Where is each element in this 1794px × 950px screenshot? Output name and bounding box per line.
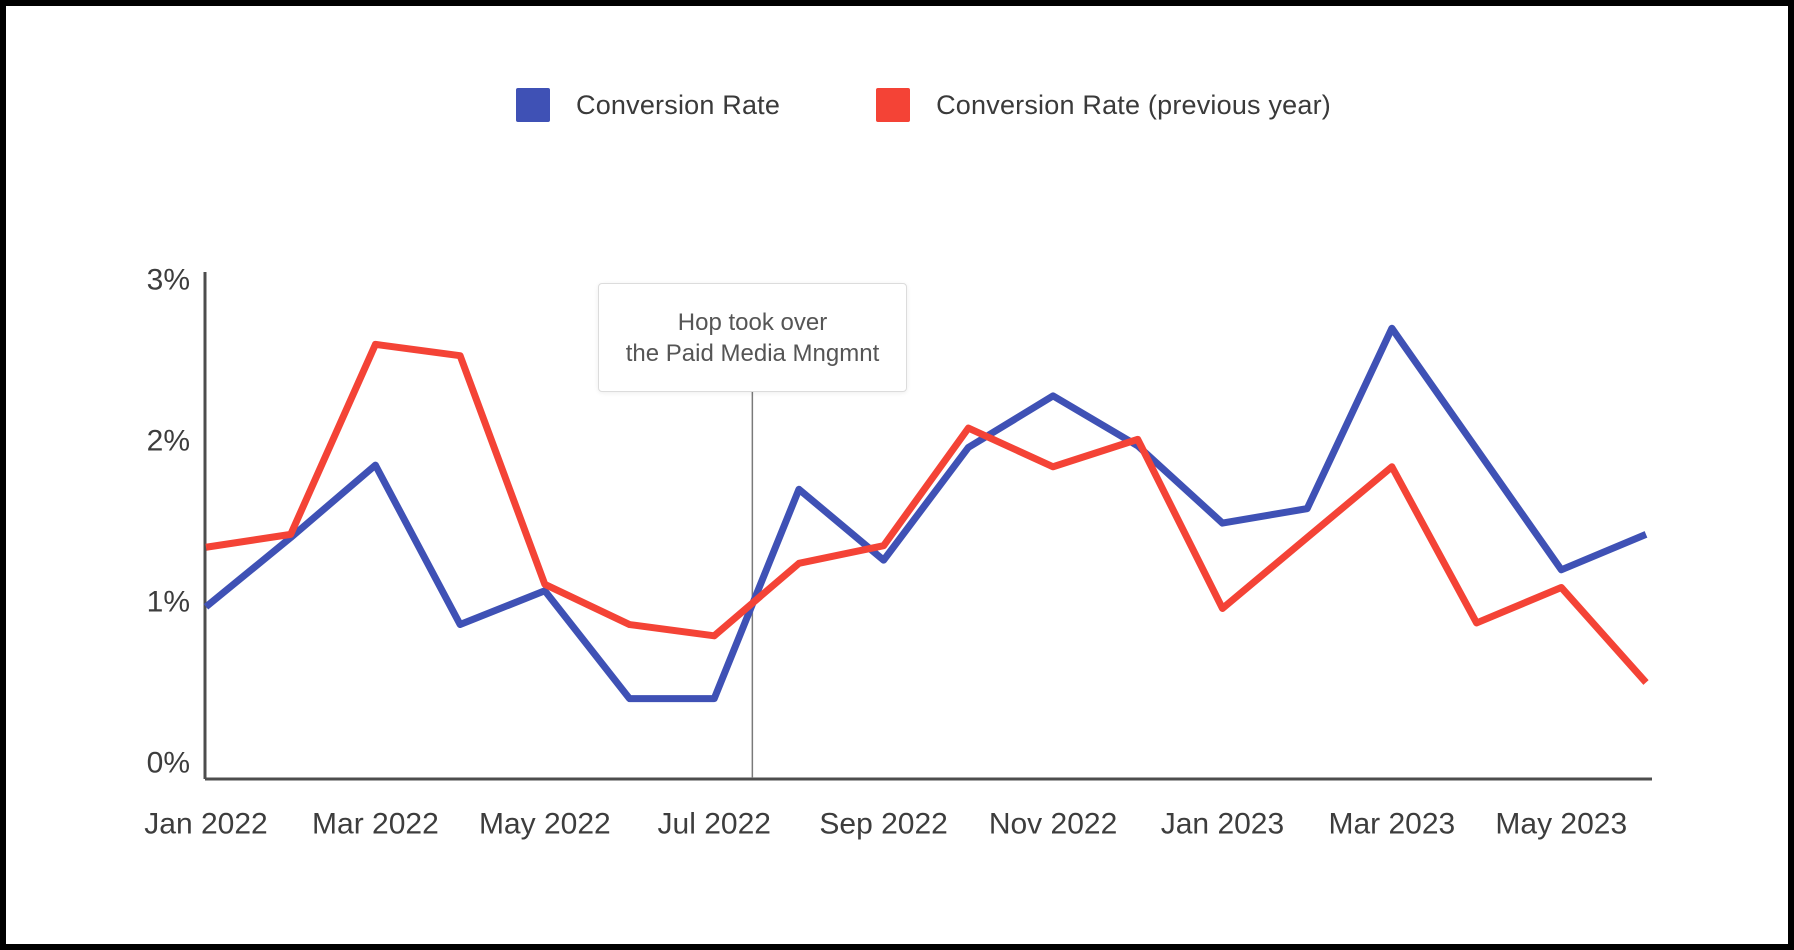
x-tick-label: May 2023 xyxy=(1495,808,1627,841)
y-tick-label: 3% xyxy=(147,264,190,297)
line-conversion-rate-previous-year[interactable] xyxy=(205,340,1649,685)
y-tick-label: 2% xyxy=(147,425,190,458)
legend: Conversion Rate Conversion Rate (previou… xyxy=(516,88,1331,122)
legend-item-conversion-rate-previous-year[interactable]: Conversion Rate (previous year) xyxy=(876,88,1331,122)
annotation-box: Hop took over the Paid Media Mngmnt xyxy=(598,283,907,392)
y-tick-label: 1% xyxy=(147,586,190,619)
x-tick-label: May 2022 xyxy=(479,808,611,841)
x-tick-label: Jan 2023 xyxy=(1161,808,1284,841)
line-conversion-rate[interactable] xyxy=(203,324,1648,703)
x-tick-label: Jul 2022 xyxy=(658,808,771,841)
x-tick-label: Jan 2022 xyxy=(144,808,267,841)
x-tick-label: Mar 2022 xyxy=(312,808,439,841)
x-tick-label: Mar 2023 xyxy=(1329,808,1456,841)
annotation-text-line-1: Hop took over xyxy=(677,308,828,336)
legend-swatch-conversion-rate-previous-year-icon xyxy=(876,88,911,122)
legend-item-conversion-rate[interactable]: Conversion Rate xyxy=(516,88,780,122)
x-tick-label: Nov 2022 xyxy=(989,808,1117,841)
legend-label-conversion-rate: Conversion Rate xyxy=(576,89,781,120)
x-tick-label: Sep 2022 xyxy=(819,808,947,841)
legend-swatch-conversion-rate-icon xyxy=(516,88,550,122)
y-tick-label: 0% xyxy=(147,747,190,780)
legend-label-conversion-rate-previous-year: Conversion Rate (previous year) xyxy=(936,89,1331,120)
annotation-text-line-2: the Paid Media Mngmnt xyxy=(625,339,880,367)
